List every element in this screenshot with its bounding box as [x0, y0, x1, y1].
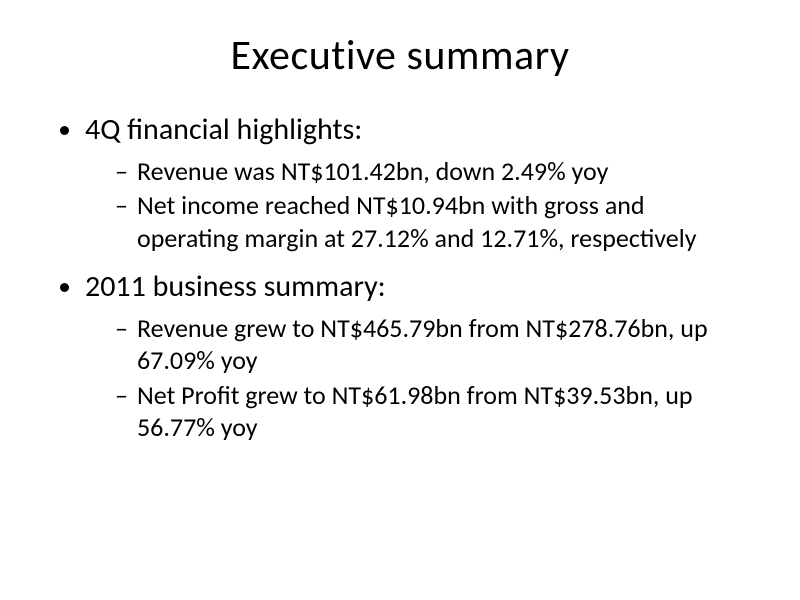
sub-bullet-text: Net income reached NT$10.94bn with gross… [137, 189, 696, 254]
bullet-text: 4Q financial highlights: [85, 111, 362, 148]
sub-bullet-item: Net income reached NT$10.94bn with gross… [115, 189, 750, 254]
sub-bullet-text: Revenue was NT$101.42bn, down 2.49% yoy [137, 155, 608, 187]
bullet-text: 2011 business summary: [85, 268, 386, 305]
sub-bullet-item: Revenue was NT$101.42bn, down 2.49% yoy [115, 155, 750, 188]
slide: Executive summary 4Q financial highlight… [0, 0, 800, 600]
slide-title: Executive summary [50, 30, 750, 81]
bullet-item: 2011 business summary: Revenue grew to N… [85, 268, 750, 444]
sub-bullet-item: Net Profit grew to NT$61.98bn from NT$39… [115, 379, 750, 444]
sub-bullet-item: Revenue grew to NT$465.79bn from NT$278.… [115, 312, 750, 377]
sub-bullet-text: Revenue grew to NT$465.79bn from NT$278.… [137, 312, 708, 377]
bullet-list: 4Q financial highlights: Revenue was NT$… [50, 111, 750, 444]
sub-bullet-list: Revenue grew to NT$465.79bn from NT$278.… [85, 312, 750, 444]
sub-bullet-text: Net Profit grew to NT$61.98bn from NT$39… [137, 379, 693, 444]
bullet-item: 4Q financial highlights: Revenue was NT$… [85, 111, 750, 254]
sub-bullet-list: Revenue was NT$101.42bn, down 2.49% yoy … [85, 155, 750, 255]
